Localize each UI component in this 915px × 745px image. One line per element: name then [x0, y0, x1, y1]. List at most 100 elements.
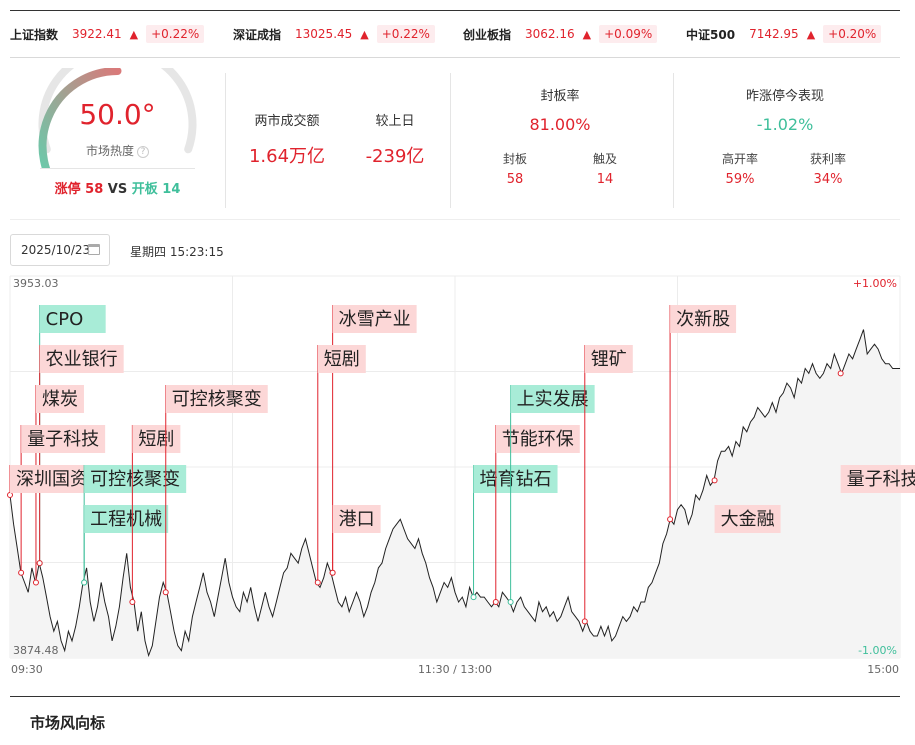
turnover-compare-label: 较上日 — [375, 114, 415, 129]
annotation-label: 工程机械 — [90, 509, 162, 530]
intraday-chart: 3953.03 3874.48 +1.00% -1.00% 09:30 11:30 / 1… — [0, 270, 915, 680]
annotation-tag — [39, 305, 106, 333]
high-open-label: 高开率 — [721, 152, 758, 166]
profit-value: 34% — [813, 172, 843, 187]
annotation-label: 上实发展 — [517, 389, 589, 410]
annotation-tag — [584, 345, 633, 373]
annotation-label: 短剧 — [324, 349, 360, 370]
date-picker[interactable]: 2025/10/23 — [10, 234, 110, 266]
prev-limit-value: -1.02% — [756, 115, 814, 134]
index-value: 3922.41 — [72, 27, 122, 41]
annotation-tag — [473, 465, 558, 493]
annotation-label: 煤炭 — [42, 389, 78, 410]
limit-up-count: 58 — [85, 182, 104, 197]
calendar-icon — [88, 244, 100, 255]
index-item[interactable]: 中证500 7142.95 ▲ +0.20% — [686, 11, 882, 57]
intraday-chart-svg: 3953.03 3874.48 +1.00% -1.00% 09:30 11:30 / 1… — [7, 275, 915, 676]
annotation-point — [36, 560, 43, 567]
annotation-point — [32, 579, 39, 586]
limit-up-label: 涨停 — [54, 182, 81, 197]
profit-label: 获利率 — [809, 152, 846, 166]
annotation-tag — [84, 465, 187, 493]
market-stats-panel: 50.0° 市场热度? 涨停 58 VS 开板 14 两市成交额 1.64万亿 … — [10, 58, 900, 220]
index-value: 7142.95 — [749, 27, 799, 41]
annotation-label: 次新股 — [676, 309, 730, 330]
pct-max-label: +1.00% — [853, 277, 897, 290]
annotation-label: 节能环保 — [502, 429, 574, 450]
heat-label-text: 市场热度 — [85, 144, 134, 158]
up-arrow-icon: ▲ — [360, 27, 369, 41]
annotation-point — [711, 477, 718, 484]
annotation-label: 深圳国资 — [16, 469, 88, 490]
price-line — [9, 329, 900, 658]
annotation-label: 量子科技 — [27, 429, 99, 450]
annotation-point — [507, 598, 514, 605]
x-label: 09:30 — [11, 663, 43, 676]
annotation-tag — [495, 425, 580, 453]
turnover-value: 1.64万亿 — [248, 146, 326, 167]
index-item[interactable]: 深证成指 13025.45 ▲ +0.22% — [233, 11, 435, 57]
index-change: +0.22% — [376, 25, 435, 43]
open-label: 开板 — [131, 182, 158, 197]
x-label: 15:00 — [867, 663, 899, 676]
annotation-tag — [165, 385, 268, 413]
annotation-tag — [39, 345, 124, 373]
y-max-label: 3953.03 — [13, 277, 59, 290]
annotation-point — [837, 370, 844, 377]
annotation-point — [129, 598, 136, 605]
index-value: 13025.45 — [295, 27, 353, 41]
annotation-label: 可控核聚变 — [172, 389, 262, 410]
index-item[interactable]: 创业板指 3062.16 ▲ +0.09% — [463, 11, 658, 57]
annotation-point — [667, 516, 674, 523]
limit-up-vs-open: 涨停 58 VS 开板 14 — [35, 178, 200, 197]
annotation-point — [314, 579, 321, 586]
annotation-tag — [332, 305, 417, 333]
section-title: 市场风向标 — [30, 714, 106, 732]
annotation-point — [81, 579, 88, 586]
index-name: 创业板指 — [463, 27, 512, 42]
index-name: 中证500 — [686, 27, 736, 42]
annotation-tag — [35, 385, 84, 413]
annotation-label: 短剧 — [138, 429, 174, 450]
x-label: 11:30 / 13:00 — [418, 663, 492, 676]
divider — [40, 168, 195, 169]
sealed-value: 58 — [506, 172, 524, 187]
index-bar: 上证指数 3922.41 ▲ +0.22% 深证成指 13025.45 ▲ +0… — [10, 10, 900, 58]
divider — [10, 696, 900, 697]
annotation-label: 港口 — [339, 509, 375, 530]
sealed-label: 封板 — [502, 152, 527, 166]
up-arrow-icon: ▲ — [806, 27, 816, 41]
high-open-value: 59% — [725, 172, 755, 187]
touched-value: 14 — [596, 172, 614, 187]
index-change: +0.22% — [146, 25, 205, 43]
index-item[interactable]: 上证指数 3922.41 ▲ +0.22% — [10, 11, 205, 57]
heat-value: 50.0° — [79, 98, 156, 131]
turnover-label: 两市成交额 — [254, 114, 320, 129]
annotation-point — [18, 569, 25, 576]
annotation-point — [470, 594, 477, 601]
pct-min-label: -1.00% — [858, 644, 897, 657]
index-value: 3062.16 — [525, 27, 575, 41]
annotation-tag — [332, 505, 381, 533]
divider — [225, 73, 226, 208]
heat-gauge: 50.0° 市场热度? 涨停 58 VS 开板 14 — [35, 68, 200, 213]
turnover-compare-value: -239亿 — [365, 146, 425, 167]
touched-label: 触及 — [592, 152, 617, 166]
seal-rate-value: 81.00% — [529, 115, 591, 134]
price-area — [10, 329, 900, 658]
annotation-point — [7, 491, 13, 498]
divider — [450, 73, 451, 208]
up-arrow-icon: ▲ — [129, 27, 139, 41]
vs-label: VS — [107, 182, 128, 197]
annotation-point — [329, 569, 336, 576]
index-name: 上证指数 — [10, 27, 59, 42]
annotation-label: 可控核聚变 — [90, 469, 180, 490]
annotation-label: CPO — [46, 309, 84, 330]
info-icon[interactable]: ? — [137, 145, 149, 158]
annotation-label: 培育钻石 — [480, 469, 552, 490]
annotation-tag — [132, 425, 181, 453]
annotation-label: 农业银行 — [46, 349, 118, 370]
annotation-tag — [840, 465, 915, 493]
index-change: +0.09% — [599, 25, 658, 43]
annotation-tag — [21, 425, 106, 453]
